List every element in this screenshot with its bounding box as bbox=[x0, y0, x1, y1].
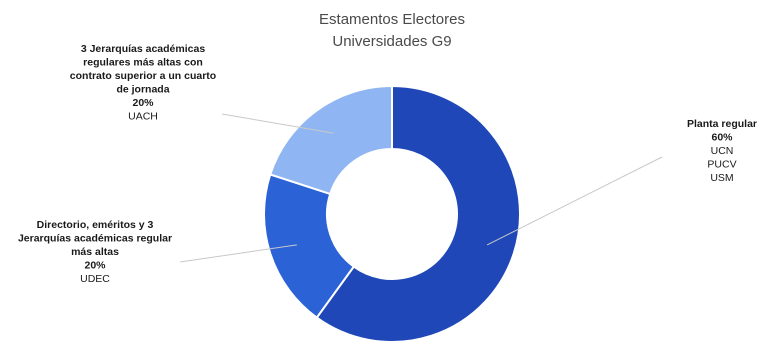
slice-1-label-line: Planta regular bbox=[687, 118, 757, 130]
chart-title-line-1: Estamentos Electores bbox=[319, 11, 465, 28]
slice-3-label-line: 3 Jerarquías académicas bbox=[81, 43, 205, 55]
donut-slice-3 bbox=[269, 84, 393, 196]
slice-2-label-line: 20% bbox=[84, 260, 106, 272]
leader-line-3 bbox=[221, 113, 334, 134]
slice-3-label-line: de jornada bbox=[116, 84, 169, 96]
donut-slice-1 bbox=[315, 84, 521, 343]
leader-line-2 bbox=[179, 244, 297, 263]
donut-slices bbox=[263, 84, 521, 343]
slice-3-label-line: regulares más altas con bbox=[83, 57, 203, 69]
slice-2-label-line: UDEC bbox=[80, 273, 110, 285]
leader-lines bbox=[179, 113, 663, 263]
slice-3-label-line: contrato superior a un cuarto bbox=[70, 70, 216, 82]
leader-line-1 bbox=[486, 156, 663, 246]
slice-1-label-line: 60% bbox=[711, 132, 733, 144]
slice-1-label-line: UCN bbox=[711, 145, 734, 157]
slice-3-label-line: UACH bbox=[128, 111, 158, 123]
slice-2-label-line: Directorio, eméritos y 3 bbox=[37, 219, 154, 231]
donut-slice-2 bbox=[263, 173, 356, 319]
slice-1-label-line: PUCV bbox=[707, 159, 736, 171]
slice-2-label-line: Jerarquías académicas regular bbox=[18, 233, 172, 245]
slice-2-label-line: más altas bbox=[71, 246, 119, 258]
slice-1-label-line: USM bbox=[710, 172, 733, 184]
slice-3-label-line: 20% bbox=[132, 97, 154, 109]
chart-title-line-2: Universidades G9 bbox=[332, 33, 451, 50]
